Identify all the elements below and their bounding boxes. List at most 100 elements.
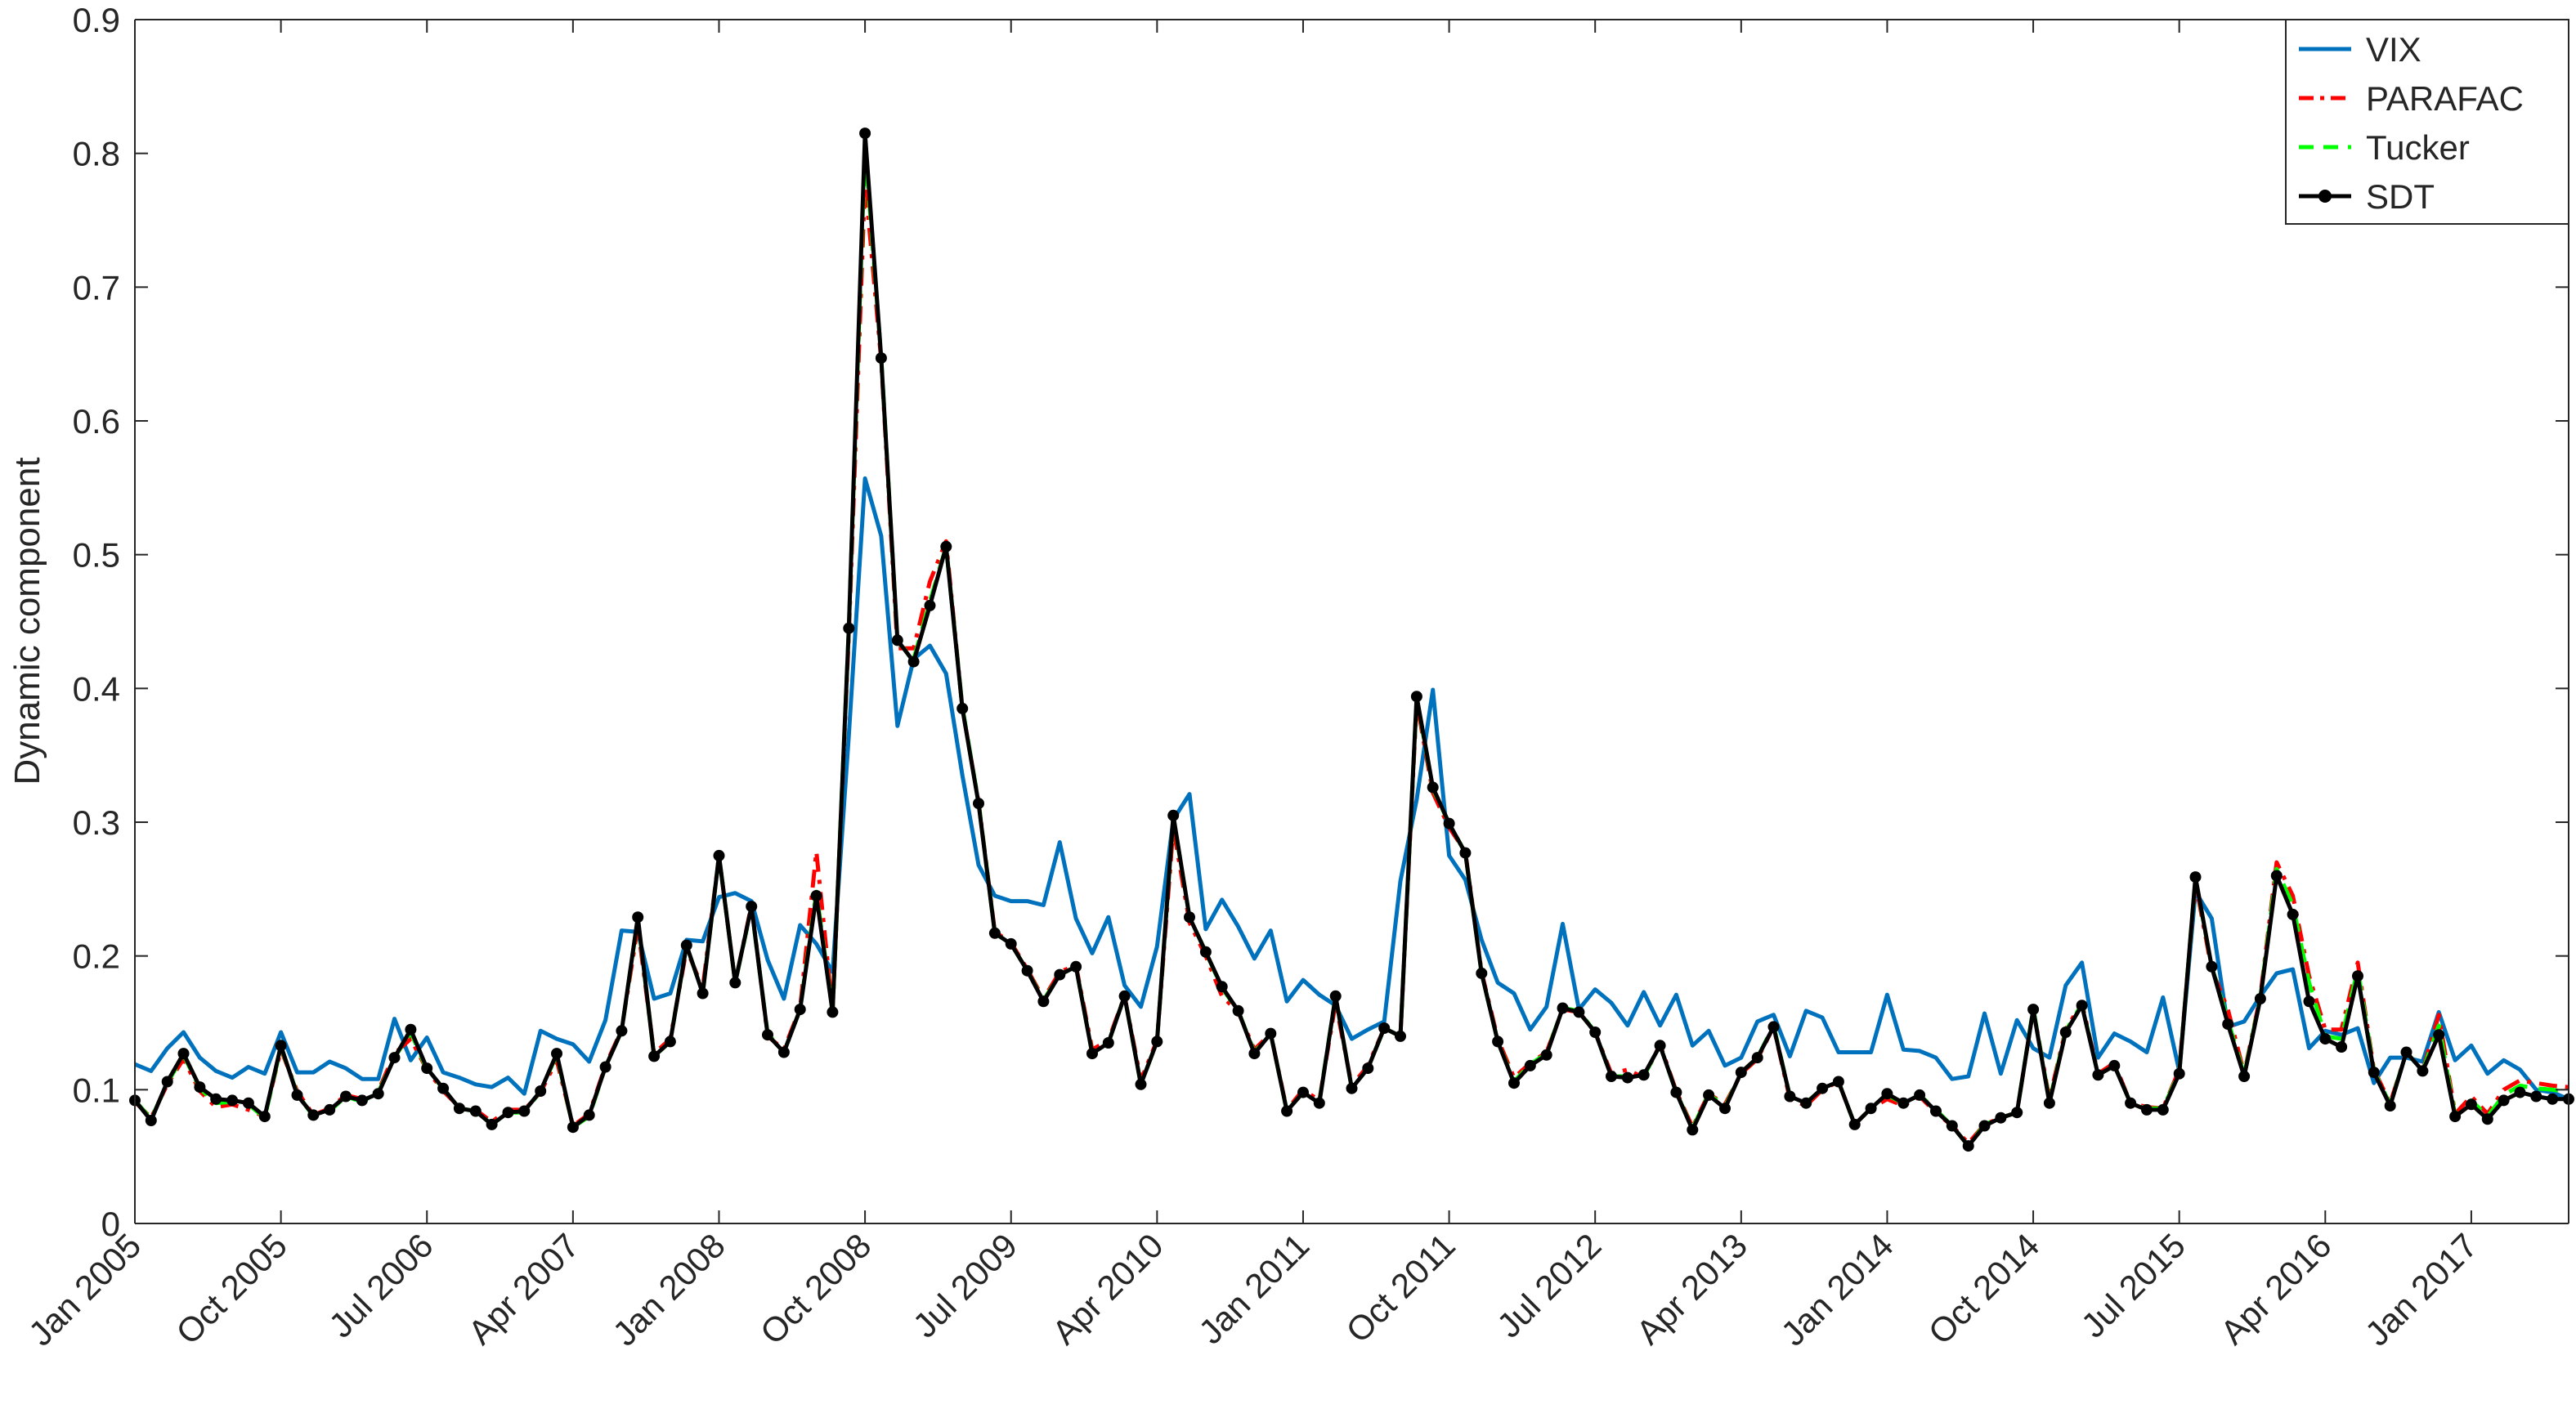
sdt-point — [2125, 1097, 2137, 1109]
sdt-point — [988, 927, 1001, 939]
sdt-point — [258, 1111, 271, 1123]
sdt-point — [1216, 981, 1228, 993]
sdt-point — [2059, 1027, 2072, 1038]
y-tick-label: 0.8 — [73, 135, 120, 173]
sdt-point — [2027, 1004, 2040, 1016]
sdt-point — [275, 1040, 287, 1052]
sdt-point — [2465, 1098, 2477, 1111]
sdt-point — [388, 1052, 401, 1064]
sdt-point — [1005, 937, 1017, 950]
sdt-point — [583, 1109, 595, 1121]
sdt-point — [794, 1004, 806, 1016]
sdt-point — [1199, 946, 1212, 958]
sdt-point — [1281, 1105, 1293, 1117]
sdt-point — [2076, 1000, 2088, 1012]
sdt-point — [1443, 817, 1455, 830]
sdt-point — [2433, 1029, 2445, 1041]
sdt-point — [1865, 1103, 1877, 1115]
sdt-point — [567, 1121, 579, 1134]
series-line-vix — [134, 476, 2569, 1102]
x-tick-label: Apr 2010 — [1045, 1226, 1171, 1352]
x-tick-label: Oct 2005 — [168, 1226, 294, 1352]
sdt-point — [161, 1076, 173, 1088]
sdt-point — [551, 1048, 562, 1060]
sdt-point — [632, 911, 644, 924]
sdt-point — [2530, 1090, 2542, 1103]
sdt-point — [2092, 1069, 2104, 1081]
sdt-point — [2189, 871, 2202, 883]
y-axis-label: Dynamic component — [7, 457, 47, 785]
sdt-point — [2352, 970, 2363, 982]
sdt-point — [2400, 1046, 2412, 1058]
sdt-point — [1978, 1120, 1991, 1132]
legend-marker — [2318, 190, 2332, 203]
legend-box — [2285, 19, 2569, 225]
sdt-point — [2043, 1097, 2055, 1109]
sdt-point — [859, 127, 871, 140]
sdt-point — [1817, 1082, 1829, 1094]
y-tick-label: 0.7 — [73, 268, 120, 306]
legend-label: PARAFAC — [2366, 79, 2524, 118]
sdt-point — [1037, 995, 1050, 1008]
sdt-point — [1557, 1002, 1569, 1014]
y-tick-label: 0.4 — [73, 669, 120, 708]
sdt-point — [1573, 1006, 1585, 1018]
x-tick-label: Jan 2005 — [21, 1226, 148, 1353]
sdt-point — [1735, 1067, 1747, 1079]
series-sdt — [129, 127, 2574, 1152]
x-tick-label: Jan 2017 — [2358, 1226, 2484, 1353]
sdt-point — [956, 702, 969, 714]
sdt-point — [2238, 1071, 2251, 1082]
x-tick-label: Jul 2012 — [1490, 1226, 1609, 1345]
sdt-point — [1800, 1097, 1812, 1109]
series-vix — [134, 476, 2569, 1102]
sdt-point — [2417, 1065, 2429, 1077]
sdt-point — [680, 939, 692, 951]
sdt-point — [535, 1085, 547, 1097]
y-tick-label: 0 — [101, 1205, 120, 1243]
legend: VIX PARAFAC Tucker SDT — [2285, 19, 2569, 225]
sdt-point — [1248, 1048, 1261, 1060]
sdt-point — [1427, 781, 1439, 794]
sdt-point — [1297, 1086, 1309, 1098]
sdt-point — [1508, 1077, 1520, 1089]
sdt-point — [405, 1023, 417, 1036]
sdt-point — [1784, 1090, 1796, 1103]
x-tick-label: Oct 2008 — [753, 1226, 879, 1352]
sdt-point — [1054, 968, 1066, 981]
sdt-point — [1070, 960, 1082, 973]
sdt-point — [1102, 1037, 1114, 1049]
sdt-point — [1637, 1069, 1650, 1081]
sdt-point — [486, 1118, 498, 1130]
x-tick-label: Jul 2006 — [321, 1226, 441, 1345]
sdt-point — [2287, 908, 2299, 920]
sdt-point — [1118, 990, 1131, 1002]
sdt-point — [469, 1105, 482, 1117]
sdt-point — [713, 849, 725, 861]
sdt-point — [664, 1036, 676, 1048]
sdt-point — [2011, 1107, 2023, 1119]
sdt-point — [924, 599, 936, 611]
y-tick-label: 0.2 — [73, 937, 120, 976]
x-tick-label: Oct 2014 — [1921, 1226, 2047, 1352]
sdt-point — [1703, 1089, 1715, 1101]
sdt-point — [1329, 990, 1342, 1002]
x-tick-label: Oct 2011 — [1338, 1226, 1463, 1350]
y-tick-label: 0.9 — [73, 1, 120, 39]
sdt-point — [1946, 1120, 1958, 1132]
sdt-point — [1832, 1076, 1844, 1088]
sdt-point — [1184, 911, 1195, 924]
sdt-point — [194, 1081, 206, 1094]
sdt-point — [1670, 1086, 1682, 1098]
sdt-point — [1362, 1062, 1374, 1075]
sdt-point — [2157, 1103, 2169, 1116]
sdt-point — [1086, 1048, 1098, 1060]
sdt-point — [2108, 1059, 2121, 1071]
sdt-point — [1167, 809, 1180, 821]
sdt-point — [421, 1062, 433, 1075]
sdt-point — [1930, 1105, 1942, 1117]
sdt-point — [697, 987, 709, 1000]
sdt-point — [1476, 967, 1488, 979]
x-tick-label: Apr 2013 — [1628, 1226, 1754, 1352]
